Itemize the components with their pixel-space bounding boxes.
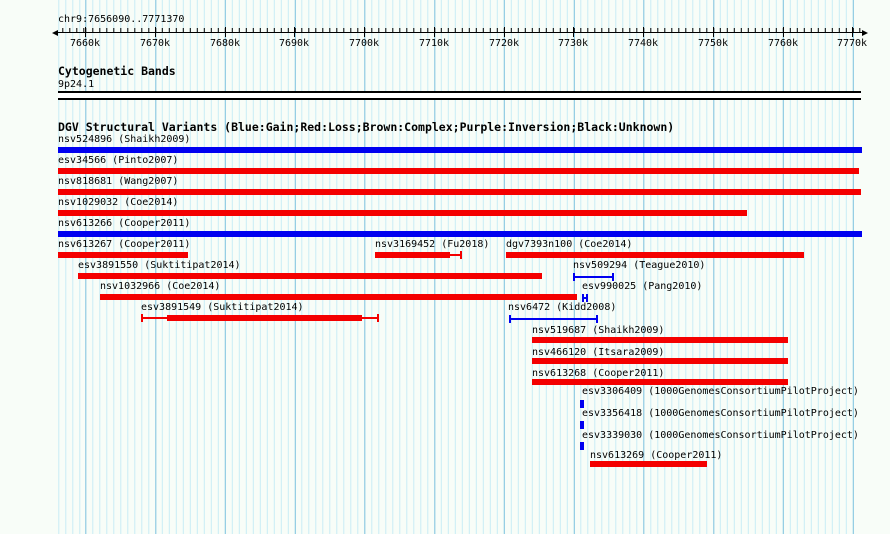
axis-arrow-right-icon (862, 30, 868, 36)
variant-span-line-nsv509294[interactable] (573, 276, 614, 278)
variant-label-nsv509294: nsv509294 (Teague2010) (573, 260, 706, 271)
axis-tick-label: 7710k (418, 38, 450, 49)
variant-extent-line-esv3891549[interactable] (141, 317, 167, 319)
variant-point-esv3356418[interactable] (580, 421, 584, 429)
axis-major-tick (573, 27, 574, 37)
variant-bar-nsv524896[interactable] (58, 147, 862, 153)
variant-label-nsv1029032: nsv1029032 (Coe2014) (58, 197, 179, 208)
axis-tick-label: 7660k (69, 38, 101, 49)
variant-label-nsv818681: nsv818681 (Wang2007) (58, 176, 179, 187)
variant-bar-nsv466120[interactable] (532, 358, 788, 364)
cytogenetic-band-rect[interactable] (58, 91, 861, 100)
axis-arrow-left-icon (52, 30, 58, 36)
axis-tick-label: 7770k (836, 38, 868, 49)
axis-line (58, 32, 862, 33)
variant-bar-nsv1029032[interactable] (58, 210, 747, 216)
axis-major-tick (713, 27, 714, 37)
variant-bar-dgv7393n100[interactable] (506, 252, 804, 258)
axis-minor-ticks (58, 28, 862, 32)
variant-label-nsv613269: nsv613269 (Cooper2011) (590, 450, 723, 461)
variant-point-esv3306409[interactable] (580, 400, 584, 408)
variant-end-tick-esv990025 (586, 294, 588, 302)
variant-label-esv3891550: esv3891550 (Suktitipat2014) (78, 260, 241, 271)
variant-label-nsv6472: nsv6472 (Kidd2008) (508, 302, 617, 313)
variant-end-tick-esv990025 (582, 294, 584, 302)
variant-label-dgv7393n100: dgv7393n100 (Coe2014) (506, 239, 633, 250)
axis-tick-label: 7680k (209, 38, 241, 49)
variant-label-esv3891549: esv3891549 (Suktitipat2014) (141, 302, 304, 313)
axis-tick-label: 7760k (767, 38, 799, 49)
variant-label-nsv613268: nsv613268 (Cooper2011) (532, 368, 665, 379)
cytogenetic-band-label: 9p24.1 (58, 79, 95, 90)
axis-tick-label: 7730k (557, 38, 589, 49)
variant-bar-nsv613269[interactable] (590, 461, 707, 467)
variant-bar-esv3891550[interactable] (78, 273, 542, 279)
variant-extent-line-nsv3169452[interactable] (450, 254, 462, 256)
axis-major-tick (364, 27, 365, 37)
axis-major-tick (504, 27, 505, 37)
variant-point-esv3339030[interactable] (580, 442, 584, 450)
variant-label-esv3356418: esv3356418 (1000GenomesConsortiumPilotPr… (582, 408, 859, 419)
axis-tick-label: 7740k (627, 38, 659, 49)
variant-label-nsv613266: nsv613266 (Cooper2011) (58, 218, 191, 229)
variant-label-nsv519687: nsv519687 (Shaikh2009) (532, 325, 665, 336)
variant-bar-esv34566[interactable] (58, 168, 859, 174)
variant-bar-nsv519687[interactable] (532, 337, 788, 343)
axis-major-tick (294, 27, 295, 37)
variant-label-nsv466120: nsv466120 (Itsara2009) (532, 347, 665, 358)
variant-label-esv3339030: esv3339030 (1000GenomesConsortiumPilotPr… (582, 430, 859, 441)
variant-extent-line-esv3891549[interactable] (362, 317, 379, 319)
variant-bar-nsv1032966[interactable] (100, 294, 577, 300)
variant-end-tick-esv3891549 (141, 314, 143, 322)
axis-tick-label: 7670k (139, 38, 171, 49)
variant-end-tick-nsv6472 (509, 315, 511, 323)
variant-label-nsv613267: nsv613267 (Cooper2011) (58, 239, 191, 250)
axis-major-tick (783, 27, 784, 37)
variant-label-nsv3169452: nsv3169452 (Fu2018) (375, 239, 490, 250)
variant-label-nsv1032966: nsv1032966 (Coe2014) (100, 281, 221, 292)
axis-major-tick (643, 27, 644, 37)
variant-bar-nsv3169452[interactable] (375, 252, 450, 258)
variant-end-tick-nsv3169452 (460, 251, 462, 259)
plot-gridlines (58, 0, 859, 534)
axis-tick-label: 7750k (697, 38, 729, 49)
variant-label-esv34566: esv34566 (Pinto2007) (58, 155, 179, 166)
axis-major-tick (85, 27, 86, 37)
dgv-section-title: DGV Structural Variants (Blue:Gain;Red:L… (58, 120, 675, 134)
cytogenetic-section-title: Cytogenetic Bands (58, 64, 176, 78)
variant-bar-esv3891549[interactable] (167, 315, 362, 321)
axis-tick-label: 7720k (488, 38, 520, 49)
axis-major-tick (434, 27, 435, 37)
variant-end-tick-esv3891549 (377, 314, 379, 322)
variant-label-esv3306409: esv3306409 (1000GenomesConsortiumPilotPr… (582, 386, 859, 397)
variant-bar-nsv818681[interactable] (58, 189, 861, 195)
axis-major-tick (225, 27, 226, 37)
variant-end-tick-nsv509294 (612, 273, 614, 281)
variant-bar-nsv613267[interactable] (58, 252, 188, 258)
variant-label-esv990025: esv990025 (Pang2010) (582, 281, 703, 292)
variant-bar-nsv613266[interactable] (58, 231, 862, 237)
variant-span-line-nsv6472[interactable] (509, 318, 598, 320)
variant-bar-nsv613268[interactable] (532, 379, 788, 385)
axis-tick-label: 7700k (348, 38, 380, 49)
axis-major-tick (852, 27, 853, 37)
variant-end-tick-nsv6472 (596, 315, 598, 323)
region-title: chr9:7656090..7771370 (58, 14, 185, 25)
axis-tick-label: 7690k (278, 38, 310, 49)
variant-end-tick-nsv509294 (573, 273, 575, 281)
axis-major-tick (155, 27, 156, 37)
variant-span-line-esv990025[interactable] (582, 297, 588, 299)
variant-label-nsv524896: nsv524896 (Shaikh2009) (58, 134, 191, 145)
